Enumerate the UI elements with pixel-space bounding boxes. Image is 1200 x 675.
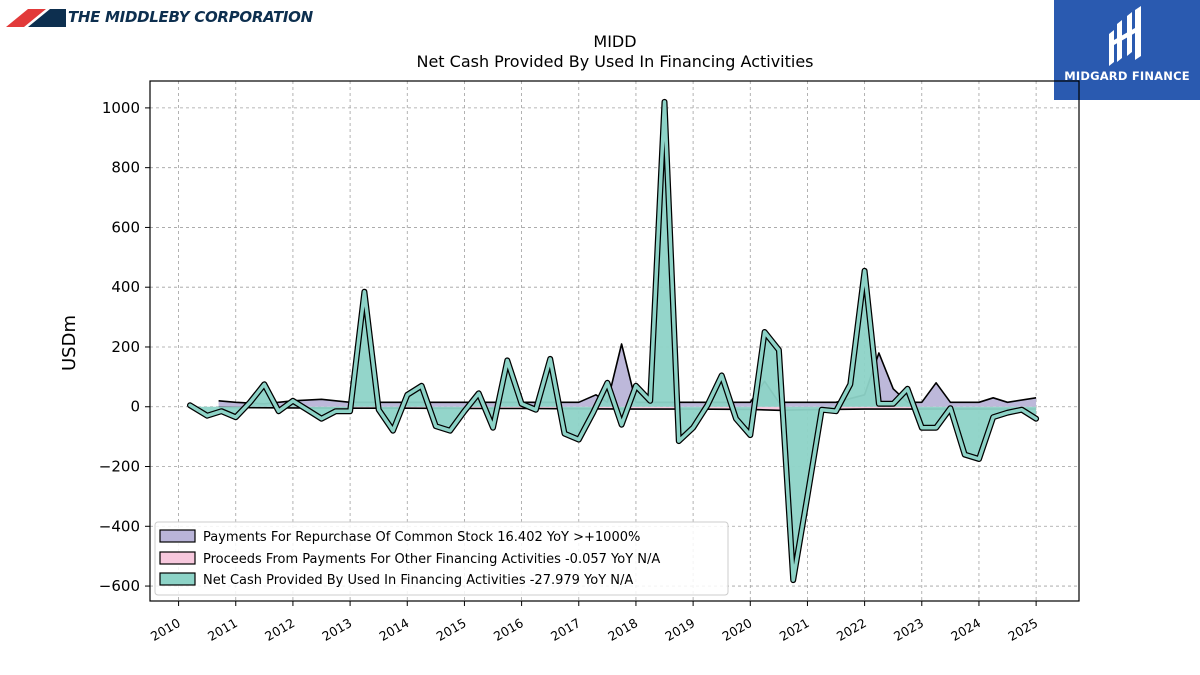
x-tick-label-7: 2017 bbox=[548, 615, 583, 644]
x-tick-label-1: 2011 bbox=[205, 615, 240, 644]
x-tick-label-11: 2021 bbox=[777, 615, 812, 644]
x-tick-label-14: 2024 bbox=[948, 615, 983, 644]
legend: Payments For Repurchase Of Common Stock … bbox=[154, 521, 729, 596]
legend-swatch-repurchase bbox=[159, 529, 196, 543]
y-tick-label-2: −200 bbox=[99, 458, 140, 476]
series-layer bbox=[187, 98, 1040, 584]
y-tick-label-7: 800 bbox=[111, 159, 140, 177]
x-tick-label-10: 2020 bbox=[720, 615, 755, 644]
brand-monogram-icon bbox=[1109, 6, 1141, 66]
x-tick-label-2: 2012 bbox=[262, 615, 297, 644]
series-outline-net-cash bbox=[187, 98, 1040, 584]
x-tick-label-12: 2022 bbox=[834, 615, 869, 644]
chart-subtitle: Net Cash Provided By Used In Financing A… bbox=[416, 52, 813, 71]
plot-frame bbox=[149, 80, 1080, 602]
y-tick-label-3: 0 bbox=[130, 398, 140, 416]
series-area-repurchase bbox=[218, 344, 1037, 407]
y-axis-label: USDm bbox=[59, 315, 80, 371]
corp-logo-mark-icon bbox=[6, 9, 66, 27]
y-tick-label-5: 400 bbox=[111, 278, 140, 296]
corp-name: THE MIDDLEBY CORPORATION bbox=[68, 8, 313, 26]
legend-label-net-cash: Net Cash Provided By Used In Financing A… bbox=[203, 573, 633, 588]
y-tick-label-4: 200 bbox=[111, 338, 140, 356]
corp-logo: THE MIDDLEBY CORPORATION bbox=[6, 6, 313, 28]
legend-box bbox=[154, 521, 729, 596]
brand-logo: MIDGARD FINANCE bbox=[1054, 0, 1200, 100]
legend-swatch-net-cash bbox=[159, 572, 196, 586]
y-axis-ticks: −600 −400 −200 0 200 400 600 800 1000 bbox=[99, 99, 150, 595]
x-axis-ticks: 2010 2011 2012 2013 2014 2015 2016 2017 2018 2019… bbox=[148, 601, 1040, 644]
x-tick-label-0: 2010 bbox=[148, 615, 183, 644]
series-line-net-cash bbox=[188, 100, 1038, 582]
x-tick-label-5: 2015 bbox=[434, 615, 469, 644]
x-tick-label-3: 2013 bbox=[319, 615, 354, 644]
y-tick-label-1: −400 bbox=[99, 517, 140, 535]
legend-label-repurchase: Payments For Repurchase Of Common Stock … bbox=[203, 530, 640, 545]
x-tick-label-15: 2025 bbox=[1005, 615, 1040, 644]
y-tick-label-0: −600 bbox=[99, 577, 140, 595]
series-area-net-cash bbox=[190, 101, 1037, 581]
brand-name: MIDGARD FINANCE bbox=[1064, 69, 1190, 83]
y-tick-label-6: 600 bbox=[111, 218, 140, 236]
x-tick-label-13: 2023 bbox=[891, 615, 926, 644]
y-tick-label-8: 1000 bbox=[102, 99, 140, 117]
chart-title: MIDD bbox=[593, 32, 636, 51]
legend-label-other-financing: Proceeds From Payments For Other Financi… bbox=[203, 552, 660, 567]
legend-swatch-other-financing bbox=[159, 551, 196, 565]
x-tick-label-9: 2019 bbox=[662, 615, 697, 644]
x-tick-label-8: 2018 bbox=[605, 615, 640, 644]
x-tick-label-4: 2014 bbox=[377, 615, 412, 644]
x-tick-label-6: 2016 bbox=[491, 615, 526, 644]
